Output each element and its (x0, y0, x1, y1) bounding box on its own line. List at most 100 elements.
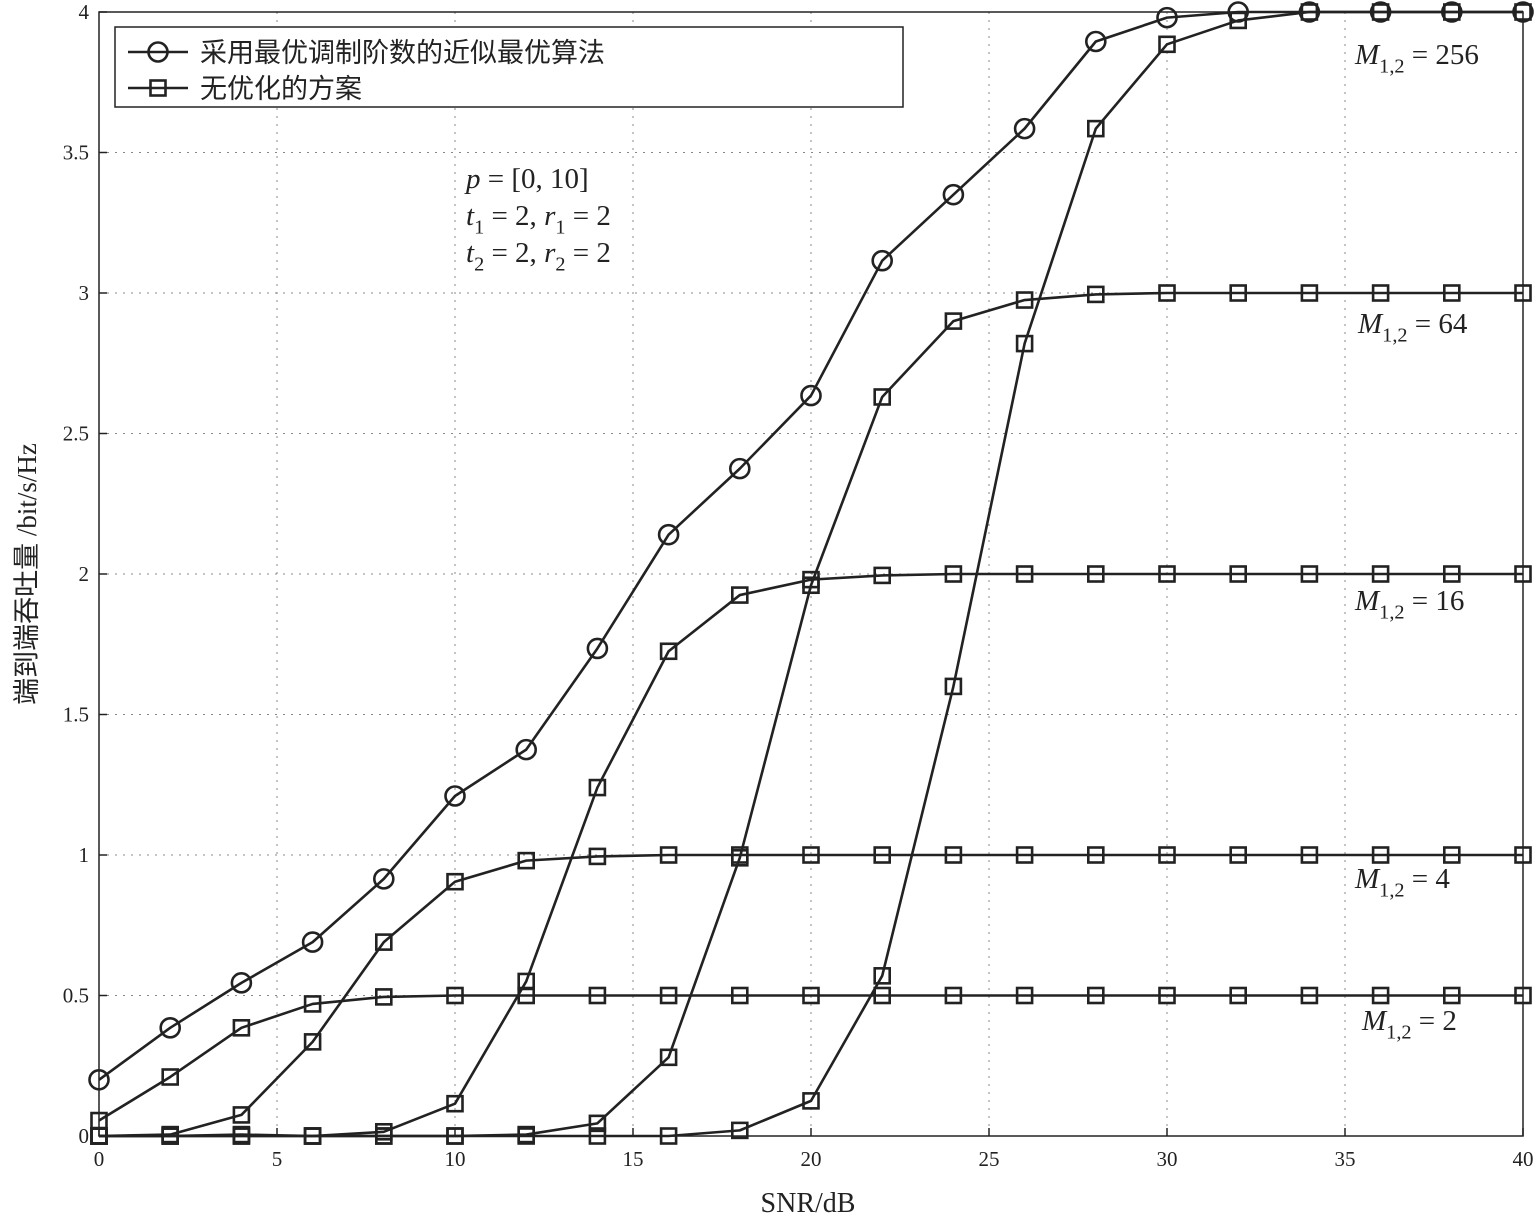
data-point (232, 1106, 251, 1124)
text-segment: 1,2 (1386, 1022, 1411, 1044)
text-segment: 2 (474, 254, 484, 276)
data-point (1229, 565, 1247, 583)
data-point (301, 931, 324, 953)
series-line (98, 10, 1523, 1081)
annotation: t1 = 2, r1 = 2 (466, 200, 611, 239)
data-point (90, 1127, 108, 1145)
x-tick-label: 15 (623, 1147, 644, 1171)
y-axis-label: 端到端吞吐量 /bit/s/Hz (12, 443, 42, 705)
legend-box (114, 26, 904, 108)
data-point (1229, 284, 1247, 302)
data-point (161, 1127, 179, 1145)
data-point (303, 1127, 322, 1145)
data-point (1514, 284, 1532, 302)
data-point (88, 1069, 110, 1091)
text-segment: = [0, 10] (481, 163, 589, 195)
data-point (1514, 846, 1532, 864)
data-point (586, 637, 609, 660)
data-point (944, 986, 963, 1005)
data-point (588, 778, 607, 797)
data-point (1015, 334, 1034, 353)
data-point (515, 738, 538, 761)
data-point (1158, 846, 1176, 864)
data-point (944, 677, 963, 696)
curve-label: M1,2 = 64 (1357, 308, 1468, 347)
data-point (659, 1048, 678, 1067)
text-segment: = 4 (1405, 863, 1451, 895)
data-point (1085, 30, 1107, 53)
text-segment: M (1354, 39, 1381, 71)
data-point (1087, 565, 1105, 583)
data-point (230, 972, 253, 994)
data-point (1443, 565, 1461, 583)
text-segment: = 2, (484, 237, 544, 269)
y-tick-label: 2.5 (63, 422, 89, 446)
x-tick-label: 30 (1157, 1147, 1178, 1171)
curve-label: M1,2 = 4 (1354, 863, 1450, 902)
text-segment: 2 (555, 254, 565, 276)
x-tick-label: 40 (1513, 1147, 1534, 1171)
data-point (1514, 986, 1532, 1005)
data-point (1087, 986, 1105, 1005)
text-segment: = 2, (484, 200, 544, 232)
x-tick-label: 20 (801, 1147, 822, 1171)
data-point (802, 986, 820, 1005)
data-point (1229, 846, 1247, 864)
data-point (1158, 284, 1176, 302)
legend-marker (149, 79, 167, 97)
text-segment: 1,2 (1379, 880, 1404, 902)
text-segment: 1,2 (1382, 325, 1407, 347)
data-point (1087, 285, 1105, 304)
data-point (232, 1019, 251, 1037)
text-segment: = 16 (1405, 585, 1465, 617)
data-point (730, 586, 749, 604)
y-tick-label: 3.5 (63, 141, 89, 165)
data-point (517, 851, 536, 870)
data-point (517, 1127, 536, 1145)
data-point (657, 523, 680, 546)
data-point (161, 1068, 179, 1086)
data-point (232, 1127, 251, 1145)
data-point (374, 933, 393, 951)
data-point (374, 988, 393, 1006)
data-point (517, 972, 536, 991)
text-segment: = 2 (566, 237, 611, 269)
data-point (1156, 6, 1178, 29)
data-point (1015, 986, 1034, 1005)
data-point (728, 457, 751, 480)
data-point (1158, 565, 1176, 583)
data-point (372, 868, 395, 890)
data-point (446, 1127, 464, 1145)
data-point (1371, 3, 1390, 21)
text-segment: r (544, 237, 556, 269)
data-point (588, 1127, 607, 1145)
y-tick-label: 0.5 (63, 984, 89, 1008)
data-point (1443, 846, 1461, 864)
data-point (1015, 291, 1034, 309)
data-point (1229, 986, 1247, 1005)
x-tick-label: 5 (272, 1147, 283, 1171)
data-point (1371, 846, 1390, 864)
data-point (1158, 986, 1176, 1005)
curve-label: M1,2 = 256 (1354, 39, 1479, 78)
text-segment: p (464, 163, 481, 195)
text-segment: M (1361, 1005, 1388, 1037)
data-point (1443, 986, 1461, 1005)
data-point (1371, 565, 1390, 583)
data-point (873, 846, 892, 864)
data-point (1514, 3, 1532, 21)
data-point (871, 249, 894, 272)
text-segment: t (466, 237, 475, 269)
series-line (99, 10, 1523, 1138)
y-tick-label: 4 (79, 0, 90, 24)
series-line (98, 853, 1523, 1138)
data-point (444, 785, 466, 807)
data-point (1087, 119, 1105, 138)
data-point (1514, 565, 1532, 583)
data-point (802, 1092, 820, 1110)
data-point (873, 388, 892, 406)
data-point (1371, 986, 1390, 1005)
series-line (98, 994, 1523, 1122)
